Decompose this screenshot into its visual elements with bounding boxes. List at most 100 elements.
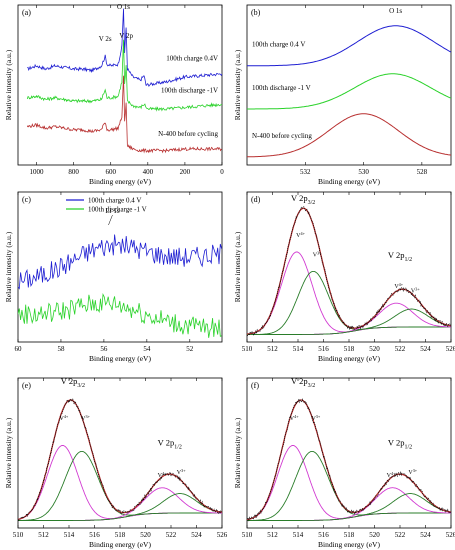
x-tick-label: 514: [293, 345, 304, 353]
x-tick-label: 200: [180, 168, 191, 176]
plot-area: [18, 398, 222, 523]
peak-label-0: V 2p3/2: [291, 376, 315, 389]
x-tick-label: 520: [369, 531, 380, 539]
envelope-line: [247, 399, 451, 521]
x-tick-label: 524: [420, 345, 431, 353]
x-tick-label: 520: [369, 345, 380, 353]
x-axis-label: Binding energy (eV): [89, 177, 151, 186]
peak-label-2: V4+: [290, 414, 299, 423]
data-line: [247, 398, 451, 522]
data-line: [247, 206, 451, 337]
peak-label-1: V 2p1/2: [158, 438, 182, 451]
series-label-1: 100th discharge -1V: [161, 87, 218, 95]
panel-label: (e): [22, 381, 31, 390]
series-label-2: N-400 before cycling: [158, 130, 218, 138]
plot-frame: [246, 377, 452, 529]
plot-area: [247, 206, 451, 337]
y-axis-label: Relative intensity (a.u.): [4, 49, 13, 120]
x-tick-label: 1000: [30, 168, 45, 176]
x-tick-label: 526: [446, 531, 455, 539]
data-line: [18, 398, 222, 523]
x-tick-label: 56: [100, 345, 108, 353]
component-line-2: [247, 487, 451, 521]
legend-label-1: 100th discharge -1 V: [88, 206, 147, 214]
panel-a: (a) 1000 800 600 400 200 0 Binding energy (eV) R…: [4, 3, 224, 186]
peak-label-2: V 2s: [99, 35, 112, 43]
panel-b: (b) 532 530 528 Binding energy (eV) Relative …: [233, 4, 452, 186]
series-line-0: [247, 25, 451, 67]
peak-pointer: [108, 214, 113, 226]
x-tick-label: 522: [166, 531, 177, 539]
component-line-2: [247, 302, 451, 335]
x-tick-label: 524: [191, 531, 202, 539]
panel-label: (f): [251, 381, 259, 390]
x-tick-label: 600: [105, 168, 116, 176]
x-tick-label: 510: [242, 531, 253, 539]
peak-label-5: V3+: [411, 286, 420, 295]
x-tick-label: 522: [395, 345, 406, 353]
x-tick-label: 514: [293, 531, 304, 539]
x-axis-label: Binding energy (eV): [318, 177, 380, 186]
x-tick-label: 512: [267, 531, 278, 539]
x-tick-label: 526: [217, 531, 228, 539]
peak-label-1: V 2p1/2: [388, 250, 412, 263]
x-tick-label: 516: [318, 345, 329, 353]
peak-label-0: V 2p3/2: [291, 193, 315, 206]
x-tick-label: 518: [344, 531, 355, 539]
x-tick-label: 532: [300, 168, 311, 176]
panel-d: (d) 510 512 514 516 518 520 522 524 526 Binding en…: [233, 191, 455, 363]
x-tick-label: 0: [220, 168, 224, 176]
y-axis-label: Relative intensity (a.u.): [4, 417, 13, 488]
x-tick-label: 510: [13, 531, 24, 539]
x-tick-label: 526: [446, 345, 455, 353]
envelope-line: [18, 399, 222, 521]
y-axis-label: Relative intensity (a.u.): [233, 417, 242, 488]
component-line-1: [18, 450, 222, 521]
peak-label-3: V3+: [313, 250, 322, 259]
x-tick-label: 58: [57, 345, 65, 353]
x-tick-label: 516: [89, 531, 100, 539]
plot-frame: [17, 191, 223, 343]
x-tick-label: 516: [318, 531, 329, 539]
series-line-2: [247, 113, 451, 158]
component-line-0: [247, 445, 451, 521]
series-label-0: 100th charge 0.4 V: [252, 41, 305, 49]
peak-label-4: V4+: [158, 471, 167, 480]
panel-label: (b): [251, 8, 261, 17]
series-label-0: 100th charge 0.4V: [166, 55, 218, 63]
plot-area: [26, 8, 222, 154]
series-line-0: [18, 234, 222, 290]
series-label-1: 100th discharge -1 V: [252, 84, 311, 92]
peak-label-2: V4+: [296, 231, 305, 240]
x-tick-label: 400: [143, 168, 154, 176]
x-tick-label: 518: [344, 345, 355, 353]
series-line-1: [247, 73, 451, 110]
peak-label-5: V3+: [177, 468, 186, 477]
panel-label: (d): [251, 195, 261, 204]
plot-area: [247, 25, 451, 158]
peak-label-1: V 2p1/2: [388, 438, 412, 451]
x-tick-label: 512: [38, 531, 49, 539]
x-tick-label: 520: [140, 531, 151, 539]
x-tick-label: 530: [358, 168, 369, 176]
legend-label-0: 100th charge 0.4 V: [88, 197, 141, 205]
panel-c: (c) 60 58 56 54 52 Binding energy (eV) Relative…: [4, 191, 223, 363]
component-line-1: [247, 450, 451, 521]
x-tick-label: 60: [15, 345, 23, 353]
peak-label-0: Li 1s: [105, 207, 119, 215]
x-tick-label: 528: [417, 168, 428, 176]
x-axis-label: Binding energy (eV): [89, 540, 151, 549]
plot-frame: [17, 377, 223, 529]
plot-area: [247, 398, 451, 522]
x-axis-label: Binding energy (eV): [318, 354, 380, 363]
plot-frame: [246, 191, 452, 343]
peak-label-2: V4+: [59, 414, 68, 423]
peak-label-5: V3+: [408, 468, 417, 477]
x-tick-label: 524: [420, 531, 431, 539]
y-axis-label: Relative intensity (a.u.): [233, 231, 242, 302]
component-line-3: [18, 493, 222, 521]
x-tick-label: 514: [64, 531, 75, 539]
plot-frame: [246, 4, 452, 166]
peak-label-0: O 1s: [117, 3, 130, 11]
